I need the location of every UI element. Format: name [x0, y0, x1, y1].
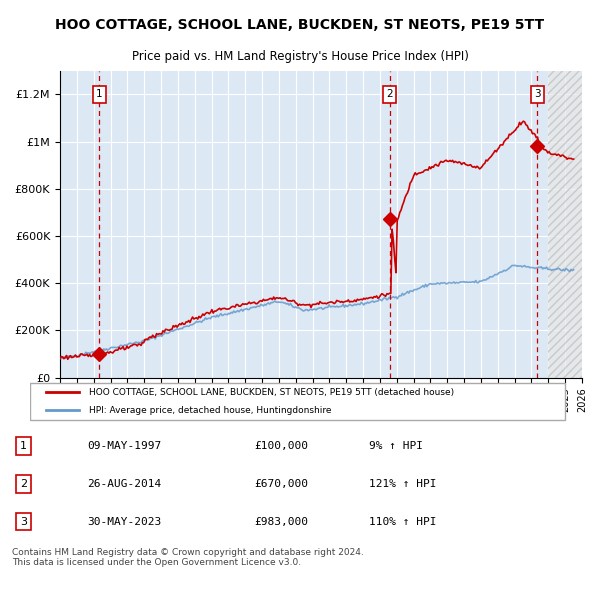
Text: HPI: Average price, detached house, Huntingdonshire: HPI: Average price, detached house, Hunt…	[89, 406, 332, 415]
Text: £670,000: £670,000	[254, 479, 308, 489]
FancyBboxPatch shape	[30, 383, 565, 420]
Text: 30-MAY-2023: 30-MAY-2023	[87, 517, 161, 526]
Bar	[548, 71, 590, 378]
Bar	[548, 71, 590, 378]
Text: Price paid vs. HM Land Registry's House Price Index (HPI): Price paid vs. HM Land Registry's House …	[131, 50, 469, 63]
Text: 1: 1	[20, 441, 27, 451]
Text: Contains HM Land Registry data © Crown copyright and database right 2024.
This d: Contains HM Land Registry data © Crown c…	[12, 548, 364, 567]
Text: HOO COTTAGE, SCHOOL LANE, BUCKDEN, ST NEOTS, PE19 5TT: HOO COTTAGE, SCHOOL LANE, BUCKDEN, ST NE…	[55, 18, 545, 32]
Text: 3: 3	[20, 517, 27, 526]
Text: 3: 3	[534, 90, 541, 99]
Text: 9% ↑ HPI: 9% ↑ HPI	[369, 441, 423, 451]
Text: 2: 2	[20, 479, 27, 489]
Text: 1: 1	[96, 90, 103, 99]
Text: 2: 2	[386, 90, 393, 99]
Text: HOO COTTAGE, SCHOOL LANE, BUCKDEN, ST NEOTS, PE19 5TT (detached house): HOO COTTAGE, SCHOOL LANE, BUCKDEN, ST NE…	[89, 388, 455, 396]
Text: £100,000: £100,000	[254, 441, 308, 451]
Text: 110% ↑ HPI: 110% ↑ HPI	[369, 517, 437, 526]
Text: 09-MAY-1997: 09-MAY-1997	[87, 441, 161, 451]
Text: £983,000: £983,000	[254, 517, 308, 526]
Text: 121% ↑ HPI: 121% ↑ HPI	[369, 479, 437, 489]
Text: 26-AUG-2014: 26-AUG-2014	[87, 479, 161, 489]
